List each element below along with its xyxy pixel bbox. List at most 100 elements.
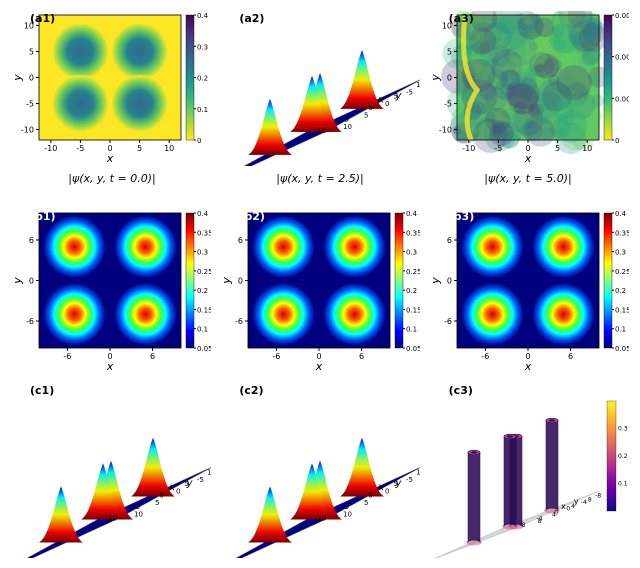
svg-text:0.1: 0.1 <box>406 325 417 333</box>
svg-text:x: x <box>377 481 384 492</box>
svg-text:0: 0 <box>368 491 372 499</box>
svg-text:5: 5 <box>364 499 368 507</box>
svg-text:-6: -6 <box>63 352 71 361</box>
svg-text:-6: -6 <box>26 317 34 326</box>
panel-b3: (b3) -606-606xy0.050.10.150.20.250.30.35… <box>427 206 632 376</box>
svg-text:0.1: 0.1 <box>197 325 208 333</box>
panel-b1-label: (b1) <box>30 210 56 223</box>
svg-text:0.4: 0.4 <box>197 210 209 218</box>
svg-text:6: 6 <box>150 352 155 361</box>
svg-text:0.1: 0.1 <box>197 105 208 113</box>
svg-text:y: y <box>11 276 24 284</box>
panel-a2-svg: -10-50510-10-505100.00.10.20.30.4xy <box>220 11 420 166</box>
svg-text:0: 0 <box>159 491 163 499</box>
panel-b2-label: (b2) <box>239 210 265 223</box>
svg-text:y: y <box>394 477 402 488</box>
svg-text:0.15: 0.15 <box>197 306 211 314</box>
panel-c3: (c3) -8-4048-8-404801234xy0.10.20.3 <box>427 380 632 560</box>
svg-text:0.3: 0.3 <box>197 43 208 51</box>
svg-text:5: 5 <box>364 111 368 119</box>
svg-text:6: 6 <box>29 236 34 245</box>
panel-a3: (a3) -10-50510-10-50510xy00.0020.0040.00… <box>427 8 632 168</box>
svg-text:-10: -10 <box>315 127 326 135</box>
svg-text:-5: -5 <box>76 144 84 153</box>
svg-text:x: x <box>105 360 113 373</box>
svg-text:6: 6 <box>359 352 364 361</box>
svg-text:10: 10 <box>207 468 211 476</box>
panel-a1: (a1) -10-50510-10-50510xy00.10.20.30.4 <box>8 8 213 168</box>
svg-text:0: 0 <box>176 487 180 495</box>
svg-text:-6: -6 <box>482 352 490 361</box>
svg-text:0.4: 0.4 <box>197 12 209 20</box>
panel-b3-label: (b3) <box>449 210 475 223</box>
panel-c3-svg: -8-4048-8-404801234xy0.10.20.3 <box>429 383 629 558</box>
svg-text:0.15: 0.15 <box>615 306 629 314</box>
panel-a2: (a2) -10-50510-10-505100.00.10.20.30.4xy <box>217 8 422 168</box>
figure-grid: (a1) -10-50510-10-50510xy00.10.20.30.4 (… <box>8 8 632 560</box>
svg-text:-8: -8 <box>596 492 602 499</box>
svg-text:6: 6 <box>238 236 243 245</box>
svg-text:5: 5 <box>555 144 560 153</box>
panel-c1-svg: -10-50510-10-505100.00.10.20.30.4xy <box>11 383 211 558</box>
svg-text:0.05: 0.05 <box>197 345 211 353</box>
svg-text:0.1: 0.1 <box>618 480 628 487</box>
svg-text:0: 0 <box>447 73 452 82</box>
svg-text:0: 0 <box>385 100 389 108</box>
svg-text:8: 8 <box>538 518 542 525</box>
svg-text:-10: -10 <box>21 125 34 134</box>
svg-text:-5: -5 <box>197 476 204 484</box>
svg-text:0.3: 0.3 <box>615 248 626 256</box>
svg-text:0.15: 0.15 <box>406 306 420 314</box>
b-titles-row: |ψ(x, y, t = 0.0)| |ψ(x, y, t = 2.5)| |ψ… <box>8 172 632 202</box>
svg-text:5: 5 <box>137 144 142 153</box>
svg-text:0.2: 0.2 <box>615 287 626 295</box>
svg-text:0: 0 <box>238 276 243 285</box>
svg-text:0.006: 0.006 <box>615 12 629 20</box>
svg-text:-6: -6 <box>235 317 243 326</box>
panel-b2-svg: -606-606xy0.050.10.150.20.250.30.350.4 <box>220 209 420 374</box>
svg-text:6: 6 <box>568 352 573 361</box>
svg-text:0.35: 0.35 <box>197 229 211 237</box>
svg-text:-6: -6 <box>272 352 280 361</box>
svg-text:0.35: 0.35 <box>615 229 629 237</box>
svg-text:10: 10 <box>416 81 420 89</box>
svg-text:y: y <box>429 73 442 81</box>
panel-a3-label: (a3) <box>449 12 474 25</box>
svg-text:0.4: 0.4 <box>406 210 418 218</box>
svg-text:-4: -4 <box>581 498 587 505</box>
svg-text:5: 5 <box>447 47 452 56</box>
svg-text:4: 4 <box>552 511 556 518</box>
svg-text:0.05: 0.05 <box>615 345 629 353</box>
svg-text:0: 0 <box>567 505 571 512</box>
svg-text:0.2: 0.2 <box>197 74 208 82</box>
svg-text:0.3: 0.3 <box>618 425 628 432</box>
b1-title: |ψ(x, y, t = 0.0)| <box>8 172 216 202</box>
svg-text:0: 0 <box>368 104 372 112</box>
svg-text:-6: -6 <box>444 317 452 326</box>
panel-c2-label: (c2) <box>239 384 263 397</box>
svg-text:0.4: 0.4 <box>615 210 627 218</box>
svg-text:0.05: 0.05 <box>406 345 420 353</box>
svg-text:y: y <box>394 90 402 101</box>
svg-text:0.3: 0.3 <box>406 248 417 256</box>
svg-text:0.1: 0.1 <box>615 325 626 333</box>
svg-text:0.2: 0.2 <box>406 287 417 295</box>
svg-text:-10: -10 <box>44 144 57 153</box>
svg-text:x: x <box>315 360 323 373</box>
svg-text:x: x <box>377 94 384 105</box>
b2-title: |ψ(x, y, t = 2.5)| <box>216 172 424 202</box>
svg-text:10: 10 <box>343 510 352 518</box>
svg-text:0.2: 0.2 <box>618 453 628 460</box>
panel-a3-svg: -10-50510-10-50510xy00.0020.0040.006 <box>429 11 629 166</box>
panel-c1-label: (c1) <box>30 384 54 397</box>
svg-text:x: x <box>524 360 532 373</box>
svg-text:0: 0 <box>29 73 34 82</box>
svg-text:-5: -5 <box>444 99 452 108</box>
svg-text:5: 5 <box>29 47 34 56</box>
panel-c2-svg: -10-50510-10-505100.00.10.20.30.4xy <box>220 383 420 558</box>
svg-text:-10: -10 <box>463 144 476 153</box>
svg-text:10: 10 <box>164 144 174 153</box>
panel-c3-label: (c3) <box>449 384 473 397</box>
panel-b2: (b2) -606-606xy0.050.10.150.20.250.30.35… <box>217 206 422 376</box>
panel-c1: (c1) -10-50510-10-505100.00.10.20.30.4xy <box>8 380 213 560</box>
